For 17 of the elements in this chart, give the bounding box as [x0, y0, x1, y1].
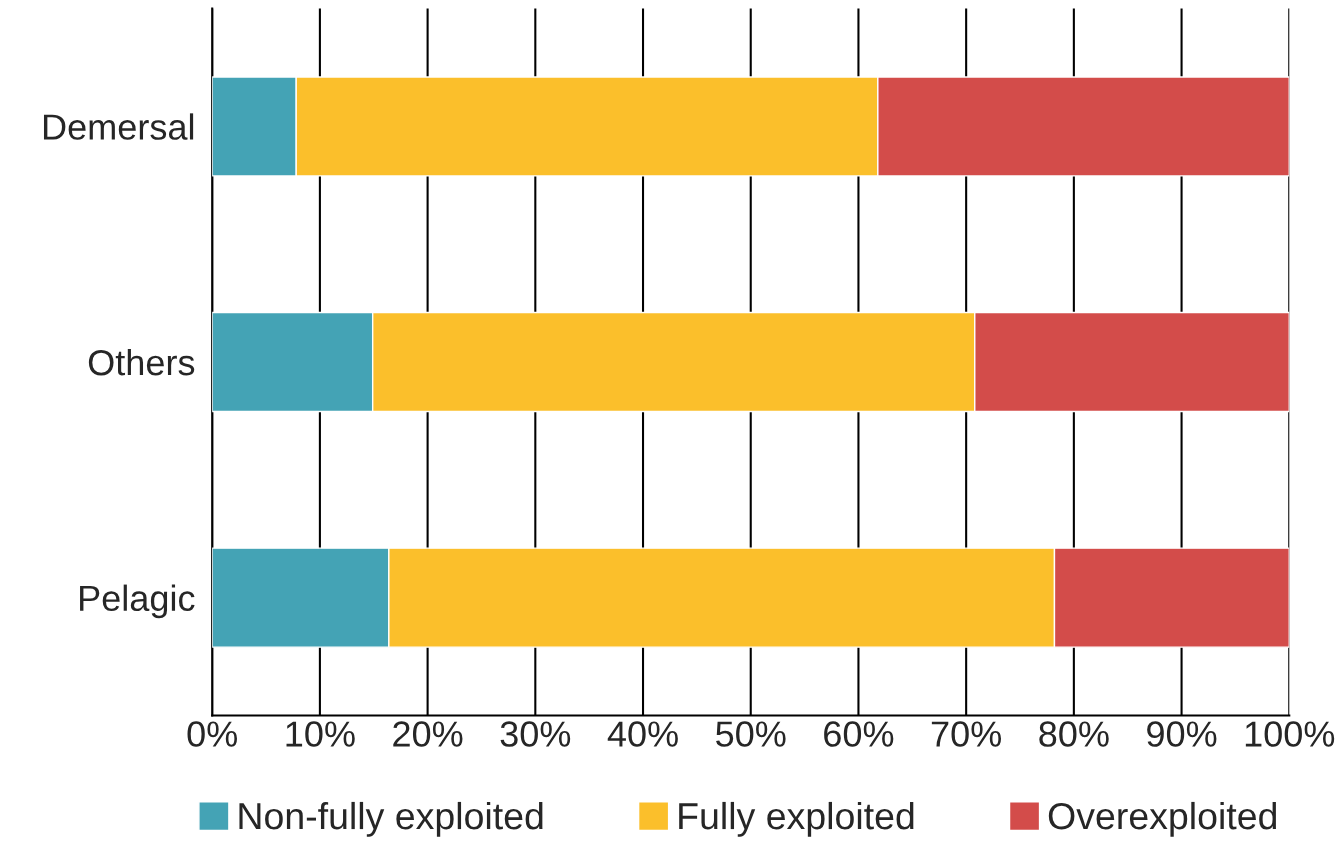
x-tick-label: 80% [1039, 721, 1109, 747]
x-tick-label: 90% [1147, 721, 1217, 747]
x-tick-label: 100% [1245, 721, 1335, 747]
x-tick-label: 0% [187, 721, 238, 747]
x-tick-label: 10% [286, 721, 355, 747]
x-tick-label: 30% [500, 721, 571, 747]
y-tick-label: Pelagic [80, 584, 195, 619]
legend-label: Fully exploited [679, 801, 914, 837]
y-tick-label: Demersal [43, 113, 194, 140]
legend-label: Overexploited [1048, 801, 1277, 837]
x-tick-label: 50% [716, 721, 786, 747]
x-tick-label: 60% [824, 721, 894, 747]
y-tick-label: Others [88, 348, 195, 376]
x-tick-label: 70% [931, 721, 1002, 747]
legend-label: Non-fully exploited [239, 801, 543, 837]
x-tick-label: 20% [393, 721, 463, 747]
x-tick-label: 40% [607, 721, 678, 747]
